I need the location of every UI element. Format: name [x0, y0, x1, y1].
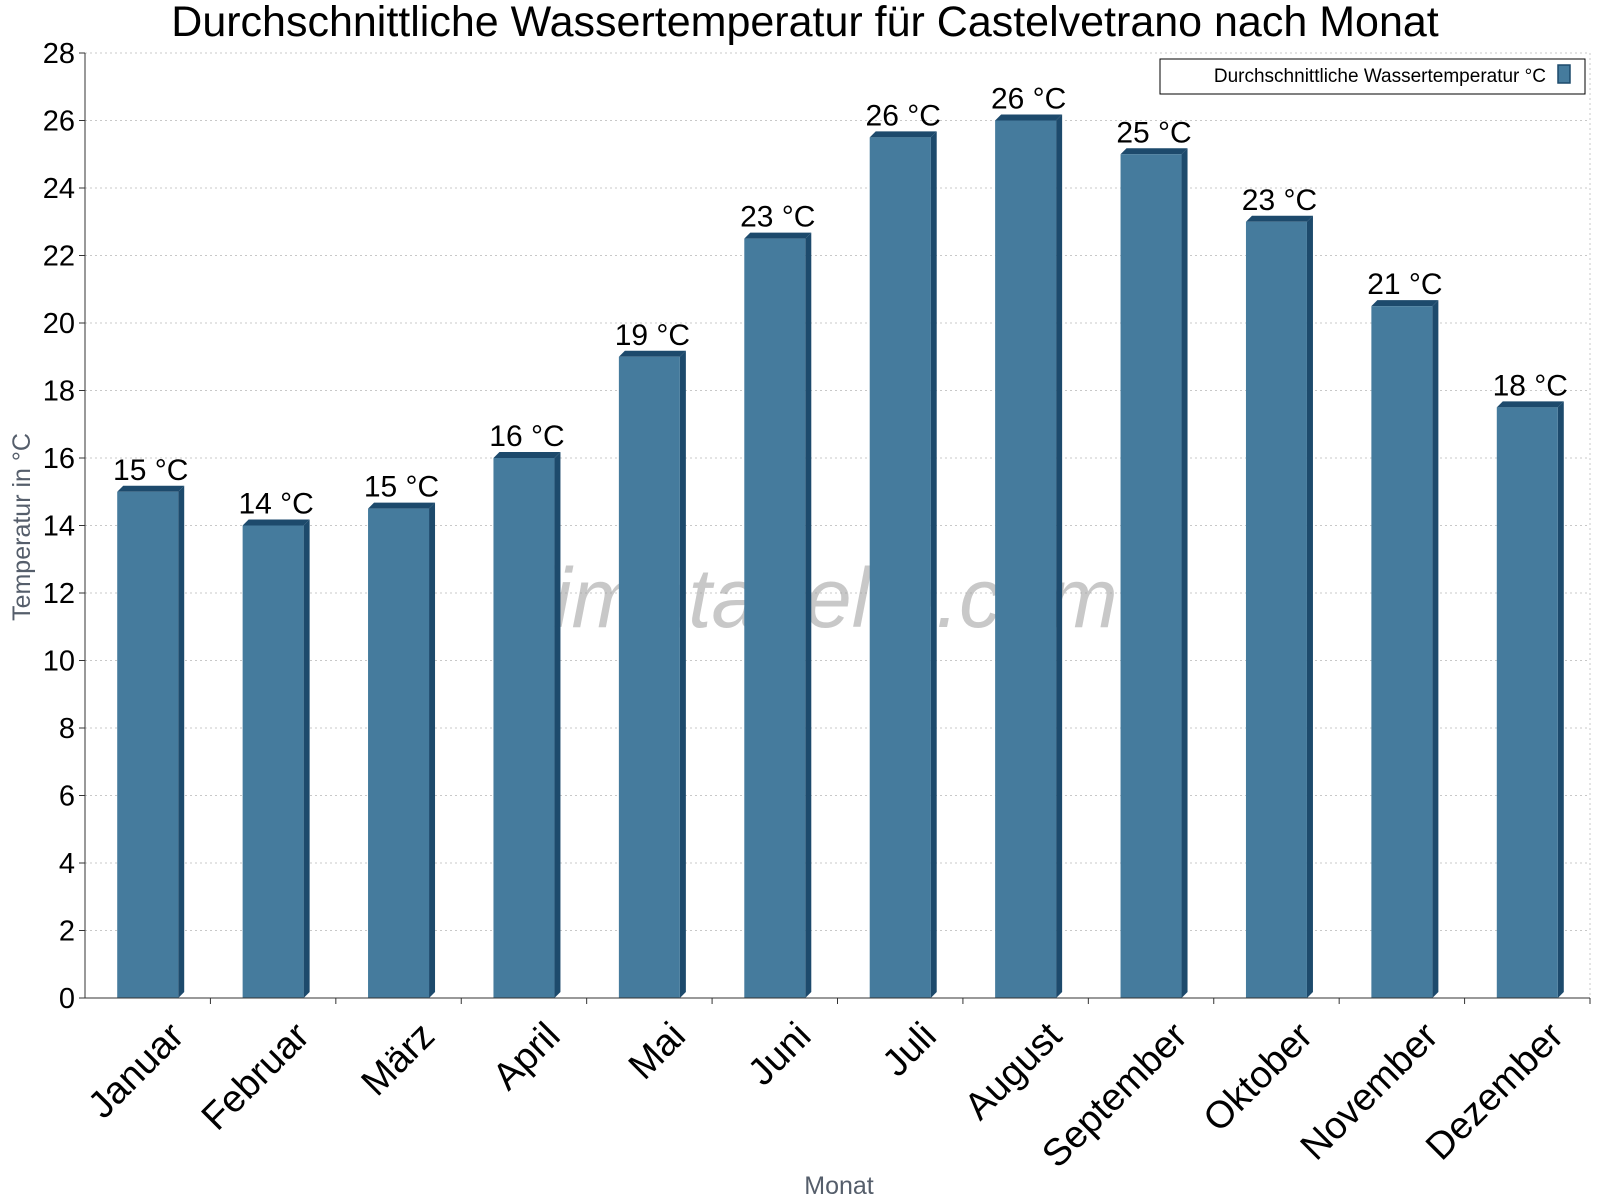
bar-side — [1557, 401, 1564, 998]
bar-top — [1496, 401, 1564, 408]
bar-side — [554, 452, 561, 998]
data-label: 16 °C — [489, 420, 564, 453]
bar-side — [679, 350, 686, 998]
bar — [117, 491, 179, 998]
data-label: 14 °C — [238, 488, 313, 521]
bar-top — [117, 485, 185, 492]
data-label: 21 °C — [1367, 268, 1442, 301]
bar-side — [805, 232, 812, 998]
x-tick-label: Mai — [621, 1015, 694, 1088]
legend: Durchschnittliche Wassertemperatur °C — [1159, 58, 1586, 95]
bar-side — [1432, 300, 1439, 998]
y-tick-label: 0 — [59, 983, 75, 1015]
data-label: 15 °C — [364, 471, 439, 504]
bar — [1371, 306, 1433, 998]
data-label: 15 °C — [113, 454, 188, 487]
bars — [117, 114, 1564, 998]
bar-top — [618, 350, 686, 357]
y-tick-label: 6 — [59, 781, 75, 813]
y-axis-title: Temperatur in °C — [8, 433, 36, 621]
y-tick-label: 18 — [43, 376, 75, 408]
bar — [1245, 221, 1307, 998]
y-tick-label: 20 — [43, 308, 75, 340]
y-tick-label: 14 — [43, 511, 75, 543]
legend-label: Durchschnittliche Wassertemperatur °C — [1214, 66, 1546, 87]
bar-top — [869, 131, 937, 138]
bar — [869, 137, 931, 998]
x-tick-label: Juni — [740, 1015, 819, 1094]
y-tick-label: 16 — [43, 443, 75, 475]
data-label: 25 °C — [1116, 116, 1191, 149]
bar-top — [493, 452, 561, 458]
bar-top — [995, 114, 1063, 121]
bar-side — [1306, 215, 1313, 998]
x-tick-label: Juli — [875, 1015, 945, 1085]
bar-side — [178, 485, 185, 998]
y-tick-label: 10 — [43, 646, 75, 678]
x-axis-title: Monat — [804, 1172, 874, 1200]
bar-top — [1371, 300, 1439, 307]
x-tick-label: März — [354, 1015, 443, 1104]
data-label: 19 °C — [615, 319, 690, 352]
y-tick-label: 8 — [59, 713, 75, 745]
bar-side — [930, 131, 937, 998]
gridlines — [85, 52, 1591, 998]
y-tick-label: 12 — [43, 578, 75, 610]
bar-top — [744, 232, 812, 239]
bar-top — [368, 502, 436, 509]
x-tick-label: Februar — [194, 1015, 318, 1139]
bar — [618, 356, 680, 998]
bar-side — [1056, 114, 1063, 998]
y-tick-label: 2 — [59, 916, 75, 948]
data-label: 23 °C — [740, 201, 815, 234]
legend-swatch — [1557, 64, 1571, 84]
y-tick-label: 28 — [43, 38, 75, 70]
data-label: 26 °C — [991, 83, 1066, 116]
bar-side — [303, 519, 310, 998]
bar-top — [1245, 215, 1313, 222]
legend-box — [1159, 58, 1586, 95]
chart-title: Durchschnittliche Wassertemperatur für C… — [171, 0, 1439, 46]
x-tick-label: Januar — [80, 1015, 192, 1127]
bar-side — [429, 502, 436, 998]
data-label: 26 °C — [866, 99, 941, 132]
y-tick-label: 4 — [59, 848, 75, 880]
y-tick-label: 26 — [43, 106, 75, 138]
bar-top — [1120, 148, 1188, 155]
x-tick-label: Dezember — [1418, 1015, 1572, 1169]
x-tick-label: Oktober — [1196, 1015, 1322, 1141]
bar — [1120, 154, 1182, 998]
bar — [493, 458, 555, 998]
bar-top — [242, 519, 310, 526]
bar-side — [1181, 148, 1188, 998]
x-tick-label: April — [485, 1015, 568, 1098]
axes — [79, 52, 1591, 1004]
bar — [1496, 407, 1558, 998]
x-tick-label: August — [957, 1015, 1071, 1129]
data-labels: 15 °C 14 °C 15 °C 16 °C 19 °C 23 °C 26 °C 26 °C… — [113, 83, 1568, 521]
y-tick-label: 24 — [43, 173, 75, 205]
bar — [744, 238, 806, 998]
data-label: 23 °C — [1242, 184, 1317, 217]
bar — [368, 508, 430, 998]
y-tick-label: 22 — [43, 241, 75, 273]
data-label: 18 °C — [1493, 369, 1568, 402]
bar — [242, 525, 304, 998]
bar — [995, 120, 1057, 998]
